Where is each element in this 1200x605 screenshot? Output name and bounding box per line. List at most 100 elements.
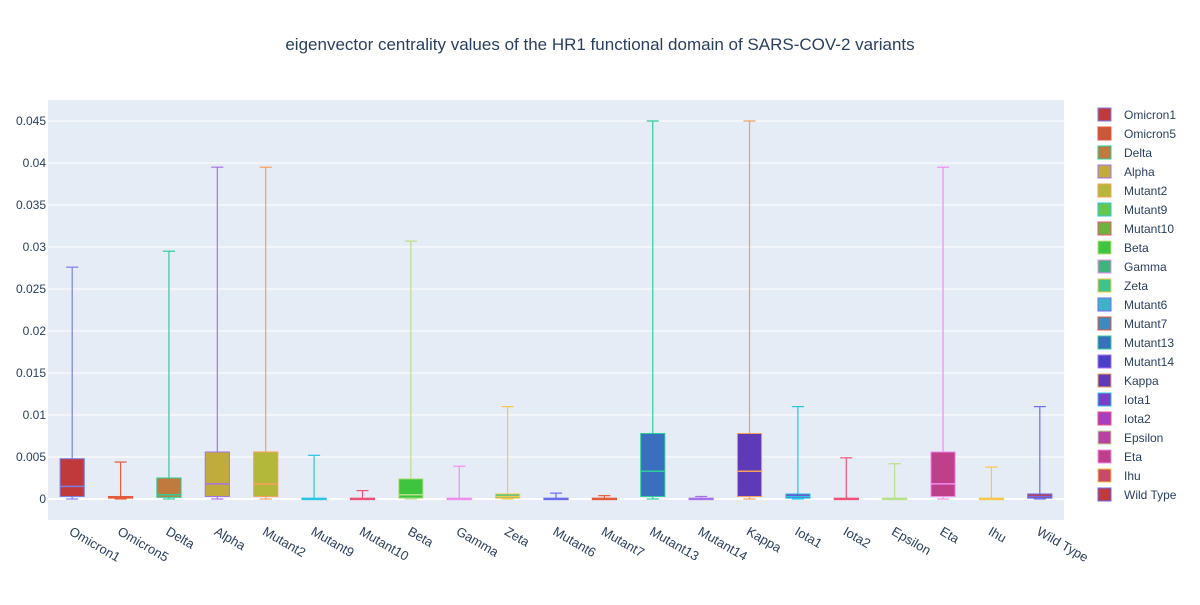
legend-label: Beta	[1124, 241, 1149, 255]
legend-swatch	[1097, 449, 1112, 464]
legend-swatch	[1097, 183, 1112, 198]
x-tick-label: Omicron1	[67, 524, 123, 565]
legend-label: Omicron5	[1124, 127, 1176, 141]
y-tick-label: 0.045	[16, 114, 46, 128]
x-tick-label: Eta	[938, 524, 963, 547]
legend-swatch	[1097, 164, 1112, 179]
x-tick-label: Gamma	[454, 524, 502, 560]
legend-item-zeta[interactable]: Zeta	[1097, 278, 1148, 293]
box-mutant13	[640, 120, 666, 500]
legend-label: Gamma	[1124, 260, 1167, 274]
y-tick-label: 0.01	[23, 408, 47, 422]
box-gamma	[446, 465, 472, 501]
box-wild-type	[1027, 406, 1053, 500]
x-tick-label: Beta	[405, 524, 436, 551]
legend-label: Mutant14	[1124, 355, 1174, 369]
legend-swatch	[1097, 126, 1112, 141]
legend-item-alpha[interactable]: Alpha	[1097, 164, 1155, 179]
x-tick-label: Omicron5	[115, 524, 171, 565]
box-body	[736, 432, 763, 497]
box-mutant9	[301, 454, 327, 501]
legend-label: Alpha	[1124, 165, 1155, 179]
legend-swatch	[1097, 354, 1112, 369]
box-alpha	[204, 166, 230, 500]
legend-swatch	[1097, 202, 1112, 217]
legend-item-delta[interactable]: Delta	[1097, 145, 1152, 160]
x-tick-label: Alpha	[212, 524, 249, 554]
legend-label: Eta	[1124, 450, 1142, 464]
x-tick-label: Kappa	[744, 524, 785, 556]
box-mutant10	[349, 490, 376, 501]
legend-item-mutant9[interactable]: Mutant9	[1097, 202, 1168, 217]
legend-item-kappa[interactable]: Kappa	[1097, 373, 1159, 388]
legend-swatch	[1097, 145, 1112, 160]
y-tick-label: 0.03	[23, 240, 47, 254]
box-body	[253, 451, 279, 497]
box-body	[930, 451, 956, 497]
box-body	[156, 477, 182, 498]
legend-label: Kappa	[1124, 374, 1159, 388]
legend-label: Omicron1	[1124, 108, 1176, 122]
x-tick-label: Mutant2	[260, 524, 308, 560]
y-tick-label: 0.035	[16, 198, 46, 212]
y-tick-label: 0.02	[23, 324, 47, 338]
legend-label: Mutant10	[1124, 222, 1174, 236]
box-iota1	[785, 406, 811, 500]
legend-item-beta[interactable]: Beta	[1097, 240, 1149, 255]
legend-item-iota1[interactable]: Iota1	[1097, 392, 1151, 407]
legend-item-gamma[interactable]: Gamma	[1097, 259, 1167, 274]
x-tick-label: Mutant7	[599, 524, 647, 560]
box-iota2	[833, 457, 859, 501]
x-tick-label: Delta	[163, 524, 197, 553]
legend-item-omicron1[interactable]: Omicron1	[1097, 107, 1176, 122]
legend-label: Wild Type	[1124, 488, 1177, 502]
box-epsilon	[882, 463, 908, 501]
x-tick-label: Iota2	[841, 524, 874, 551]
legend-item-iota2[interactable]: Iota2	[1097, 411, 1151, 426]
legend-swatch	[1097, 487, 1112, 502]
x-tick-label: Iota1	[792, 524, 825, 551]
box-kappa	[736, 120, 763, 500]
legend-item-mutant14[interactable]: Mutant14	[1097, 354, 1174, 369]
x-tick-label: Mutant9	[309, 524, 357, 560]
legend-swatch	[1097, 411, 1112, 426]
legend-item-epsilon[interactable]: Epsilon	[1097, 430, 1163, 445]
legend-label: Mutant13	[1124, 336, 1174, 350]
box-mutant6	[543, 492, 569, 501]
chart-title: eigenvector centrality values of the HR1…	[285, 35, 914, 54]
box-body	[204, 451, 230, 497]
legend-swatch	[1097, 316, 1112, 331]
legend-label: Zeta	[1124, 279, 1148, 293]
legend-item-ihu[interactable]: Ihu	[1097, 468, 1141, 483]
legend-item-eta[interactable]: Eta	[1097, 449, 1142, 464]
legend-swatch	[1097, 297, 1112, 312]
legend-swatch	[1097, 240, 1112, 255]
legend-item-mutant7[interactable]: Mutant7	[1097, 316, 1168, 331]
legend-item-mutant10[interactable]: Mutant10	[1097, 221, 1174, 236]
legend-item-mutant6[interactable]: Mutant6	[1097, 297, 1168, 312]
x-tick-label: Mutant14	[696, 524, 750, 564]
legend-swatch	[1097, 221, 1112, 236]
x-tick-label: Mutant6	[551, 524, 599, 560]
legend-label: Iota2	[1124, 412, 1151, 426]
legend-swatch	[1097, 259, 1112, 274]
legend-item-omicron5[interactable]: Omicron5	[1097, 126, 1176, 141]
legend-label: Ihu	[1124, 469, 1141, 483]
x-tick-label: Zeta	[502, 524, 533, 550]
y-tick-label: 0.025	[16, 282, 46, 296]
box-beta	[398, 240, 424, 500]
legend-swatch	[1097, 430, 1112, 445]
legend-swatch	[1097, 335, 1112, 350]
legend-label: Delta	[1124, 146, 1152, 160]
legend-item-mutant13[interactable]: Mutant13	[1097, 335, 1174, 350]
box-body	[59, 458, 85, 497]
legend-item-mutant2[interactable]: Mutant2	[1097, 183, 1168, 198]
box-omicron1	[59, 266, 85, 500]
box-mutant7	[591, 495, 617, 501]
legend-swatch	[1097, 373, 1112, 388]
box-delta	[156, 250, 182, 500]
legend-label: Mutant7	[1124, 317, 1168, 331]
legend-item-wild-type[interactable]: Wild Type	[1097, 487, 1177, 502]
legend-label: Mutant2	[1124, 184, 1168, 198]
